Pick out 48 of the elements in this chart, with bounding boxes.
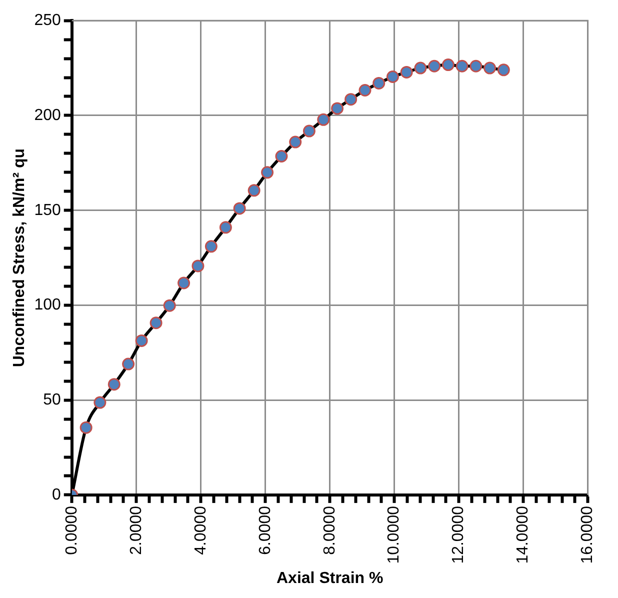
point [192, 260, 204, 272]
point [122, 358, 135, 370]
point [204, 240, 218, 253]
y-tick-label: 150 [34, 202, 61, 219]
point [497, 64, 510, 76]
point [344, 93, 358, 106]
point [302, 124, 316, 138]
x-tick-label: 4.0000 [192, 506, 210, 555]
y-tick-label: 0 [52, 486, 61, 504]
point [358, 84, 372, 96]
x-tick-label: 2.0000 [128, 506, 145, 555]
y-tick-label: 250 [34, 12, 61, 30]
x-tick-label: 16.0000 [579, 506, 596, 564]
x-tick-label: 6.0000 [256, 506, 274, 555]
point [261, 166, 274, 179]
point [248, 184, 260, 197]
point [80, 421, 92, 434]
y-tick-label: 200 [34, 106, 61, 124]
point [150, 316, 162, 330]
point [470, 60, 482, 72]
point [135, 334, 148, 347]
point [484, 62, 496, 74]
point [219, 221, 232, 234]
point [233, 202, 246, 215]
y-axis-title: Unconfined Stress, kN/m² qu [11, 148, 28, 368]
x-tick-label: 14.0000 [514, 506, 532, 564]
point [331, 102, 344, 115]
point [386, 70, 399, 84]
x-tick-label: 12.0000 [450, 506, 468, 564]
y-tick-label: 100 [34, 296, 61, 314]
point [178, 276, 190, 290]
y-tick-label: 50 [43, 391, 61, 408]
point [163, 299, 176, 312]
point [442, 58, 454, 72]
point [400, 66, 413, 78]
point [275, 150, 288, 163]
x-tick-label: 8.0000 [321, 506, 338, 555]
point [108, 378, 120, 391]
point [94, 396, 106, 409]
x-tick-label: 0.0000 [63, 506, 80, 555]
point [372, 76, 386, 90]
point [414, 62, 427, 74]
x-axis-title: Axial Strain % [276, 570, 384, 587]
x-tick-label: 10.0000 [386, 506, 403, 564]
point [428, 60, 441, 72]
point [289, 136, 302, 148]
point [456, 60, 468, 72]
point [317, 113, 330, 126]
